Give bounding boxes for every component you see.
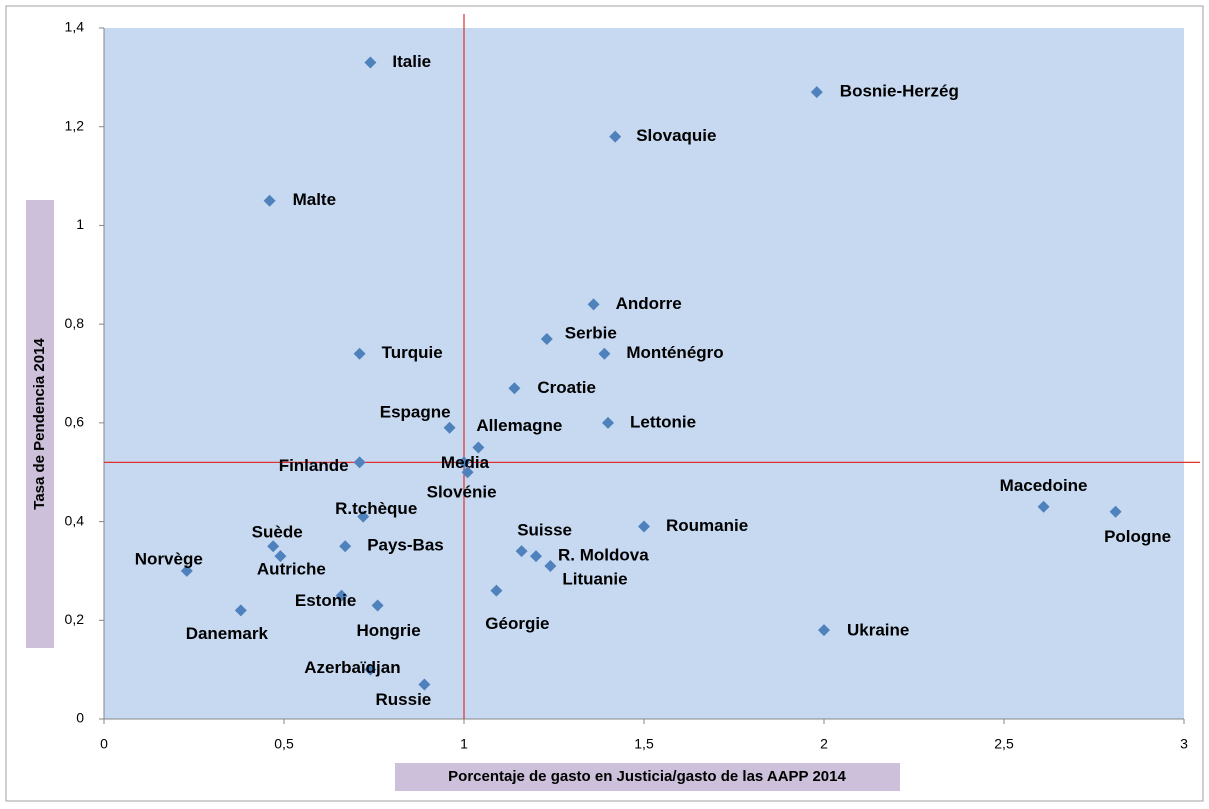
point-label: R.tchèque — [335, 499, 417, 518]
point — [490, 584, 503, 597]
point — [602, 416, 614, 429]
point-label: Géorgie — [485, 614, 549, 633]
point — [598, 347, 611, 360]
x-tick-label: 2,5 — [994, 736, 1014, 752]
y-tick-label: 1,2 — [65, 117, 85, 133]
point — [587, 298, 600, 311]
point — [638, 520, 650, 533]
x-tick-label: 1,5 — [634, 736, 654, 752]
point-label: Monténégro — [626, 343, 723, 362]
x-tick-label: 0,5 — [274, 736, 294, 752]
point-label: Turquie — [382, 343, 443, 362]
point — [1109, 505, 1122, 518]
point — [364, 56, 377, 69]
point — [418, 678, 431, 691]
point-label: Italie — [392, 52, 431, 71]
y-axis-label: Tasa de Pendencia 2014 — [31, 338, 48, 510]
point-label: Media — [441, 453, 490, 472]
point — [1037, 500, 1050, 513]
point — [461, 466, 474, 479]
point — [263, 194, 276, 207]
point-label: Slovénie — [427, 483, 497, 502]
point-label: Estonie — [295, 591, 356, 610]
point-label: Autriche — [257, 560, 326, 579]
point-label: R. Moldova — [558, 546, 649, 565]
x-tick-label: 2 — [820, 736, 828, 752]
y-tick-label: 0,4 — [65, 512, 85, 528]
point-label: Espagne — [380, 402, 451, 421]
point — [609, 130, 622, 143]
y-tick-label: 0,6 — [65, 414, 85, 430]
point — [371, 599, 384, 612]
point — [472, 441, 485, 454]
x-label-bg — [395, 763, 900, 791]
point-label: Malte — [293, 190, 336, 209]
x-tick-label: 3 — [1180, 736, 1188, 752]
point-label: Suède — [252, 523, 303, 542]
point — [335, 589, 348, 602]
point — [180, 564, 193, 577]
point — [364, 663, 377, 676]
point-label: Russie — [376, 690, 432, 709]
point — [458, 456, 470, 469]
point — [353, 456, 366, 469]
point — [810, 86, 823, 99]
point-label: Pays-Bas — [367, 536, 444, 555]
point — [508, 382, 521, 395]
point-label: Allemagne — [476, 416, 562, 435]
point-label: Pologne — [1104, 527, 1171, 546]
point-label: Hongrie — [356, 621, 420, 640]
point — [443, 421, 456, 434]
point-label: Serbie — [565, 323, 617, 342]
point-label: Croatie — [537, 378, 596, 397]
point — [540, 332, 553, 345]
point — [267, 540, 280, 553]
point — [515, 545, 528, 558]
point-label: Slovaquie — [636, 126, 716, 145]
y-label-bg — [26, 200, 54, 648]
point — [544, 559, 557, 572]
x-axis-label: Porcentaje de gasto en Justicia/gasto de… — [448, 768, 846, 785]
point-label: Lettonie — [630, 412, 696, 431]
point-label: Ukraine — [847, 621, 909, 640]
point-label: Andorre — [616, 294, 682, 313]
point — [274, 550, 287, 563]
y-tick-label: 0 — [76, 710, 84, 726]
point — [530, 550, 542, 563]
point — [353, 347, 366, 360]
point-label: Finlande — [279, 456, 349, 475]
plot-area — [104, 28, 1184, 719]
y-tick-label: 1 — [76, 216, 84, 232]
point — [357, 510, 370, 523]
point-label: Azerbaïdjan — [304, 658, 400, 677]
point-label: Suisse — [517, 521, 572, 540]
x-tick-label: 1 — [460, 736, 468, 752]
point — [234, 604, 247, 617]
point-label: Lituanie — [562, 569, 627, 588]
y-tick-label: 0,8 — [65, 315, 85, 331]
point — [818, 624, 830, 637]
y-tick-label: 1,4 — [65, 19, 85, 35]
x-tick-label: 0 — [100, 736, 108, 752]
point — [339, 540, 352, 553]
point-label: Bosnie-Herzég — [840, 82, 959, 101]
y-tick-label: 0,2 — [65, 611, 85, 627]
point-label: Danemark — [186, 624, 269, 643]
point-label: Roumanie — [666, 516, 748, 535]
point-label: Macedoine — [1000, 476, 1088, 495]
point-label: Norvège — [135, 549, 203, 568]
